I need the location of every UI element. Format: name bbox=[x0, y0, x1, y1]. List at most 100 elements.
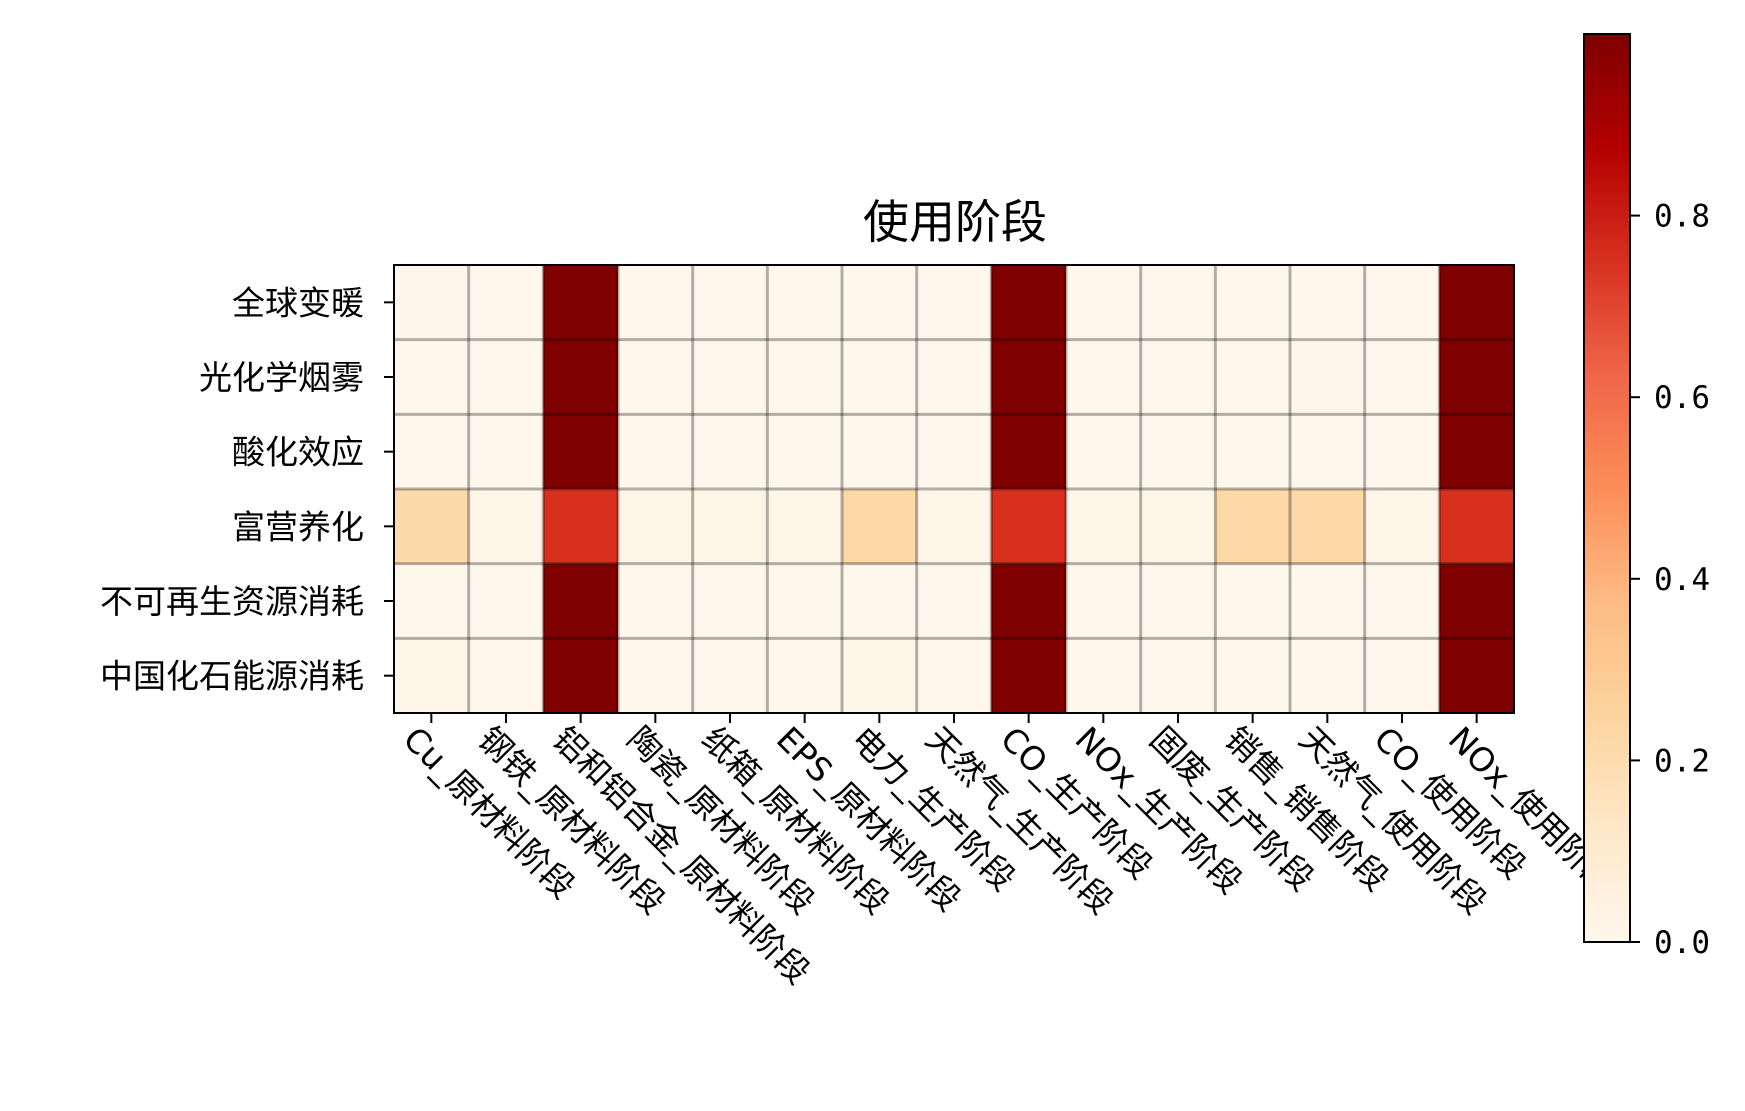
heatmap-cell bbox=[842, 265, 917, 340]
heatmap-cell bbox=[917, 340, 992, 415]
heatmap-cell bbox=[394, 489, 469, 564]
heatmap-cell bbox=[1439, 564, 1514, 639]
heatmap-cell bbox=[1066, 414, 1141, 489]
heatmap-cell bbox=[991, 564, 1066, 639]
heatmap-cell bbox=[394, 638, 469, 713]
heatmap-cell bbox=[618, 638, 693, 713]
heatmap-cell bbox=[1439, 340, 1514, 415]
heatmap-cell bbox=[469, 340, 544, 415]
heatmap-cell bbox=[1215, 638, 1290, 713]
heatmap-cell bbox=[1215, 265, 1290, 340]
heatmap-cell bbox=[1215, 564, 1290, 639]
heatmap-cell bbox=[618, 414, 693, 489]
heatmap-cell bbox=[917, 489, 992, 564]
heatmap-cell bbox=[1290, 638, 1365, 713]
heatmap-cell bbox=[693, 265, 768, 340]
heatmap-cell bbox=[842, 340, 917, 415]
chart-title: 使用阶段 bbox=[863, 195, 1047, 249]
heatmap-cell bbox=[1066, 340, 1141, 415]
heatmap-cell bbox=[767, 564, 842, 639]
heatmap-cell bbox=[991, 265, 1066, 340]
heatmap-cell bbox=[693, 340, 768, 415]
heatmap-cell bbox=[394, 564, 469, 639]
heatmap-cell bbox=[767, 265, 842, 340]
heatmap-cell bbox=[394, 340, 469, 415]
heatmap-cell bbox=[469, 638, 544, 713]
heatmap-cell bbox=[543, 564, 618, 639]
heatmap-cell bbox=[767, 340, 842, 415]
heatmap-cell bbox=[842, 489, 917, 564]
heatmap-cell bbox=[1141, 265, 1216, 340]
y-tick-label: 富营养化 bbox=[232, 507, 364, 546]
heatmap-cell bbox=[1365, 414, 1440, 489]
heatmap-cell bbox=[1066, 489, 1141, 564]
heatmap-cell bbox=[469, 414, 544, 489]
heatmap-cell bbox=[1215, 414, 1290, 489]
heatmap-cell bbox=[693, 638, 768, 713]
heatmap-cell bbox=[917, 414, 992, 489]
heatmap-cell bbox=[1290, 265, 1365, 340]
heatmap-cell bbox=[917, 265, 992, 340]
x-axis-ticks: Cu_原材料阶段钢铁_原材料阶段铝和铝合金_原材料阶段陶瓷_原材料阶段纸箱_原材… bbox=[396, 713, 1624, 992]
heatmap-cell bbox=[1439, 414, 1514, 489]
heatmap-cell bbox=[543, 638, 618, 713]
heatmap-cell bbox=[618, 265, 693, 340]
heatmap-cell bbox=[767, 414, 842, 489]
heatmap-cell bbox=[693, 489, 768, 564]
heatmap-cell bbox=[469, 564, 544, 639]
heatmap-cell bbox=[543, 489, 618, 564]
heatmap-cell bbox=[394, 414, 469, 489]
heatmap-cell bbox=[543, 265, 618, 340]
heatmap-cell bbox=[1439, 265, 1514, 340]
heatmap-cell bbox=[618, 489, 693, 564]
heatmap-cell bbox=[1439, 489, 1514, 564]
heatmap-cell bbox=[991, 340, 1066, 415]
heatmap-cell bbox=[1365, 638, 1440, 713]
heatmap-cell bbox=[842, 564, 917, 639]
heatmap-cell bbox=[1365, 489, 1440, 564]
heatmap-cell bbox=[693, 414, 768, 489]
colorbar bbox=[1584, 34, 1630, 942]
heatmap-cell bbox=[394, 265, 469, 340]
heatmap-cell bbox=[991, 414, 1066, 489]
heatmap-cell bbox=[618, 340, 693, 415]
heatmap-cell bbox=[1215, 489, 1290, 564]
heatmap-cell bbox=[543, 414, 618, 489]
heatmap-cell bbox=[543, 340, 618, 415]
y-tick-label: 全球变暖 bbox=[232, 283, 364, 322]
heatmap-cell bbox=[1066, 638, 1141, 713]
heatmap-cell bbox=[1141, 340, 1216, 415]
heatmap-cell bbox=[842, 414, 917, 489]
heatmap-cell bbox=[1365, 564, 1440, 639]
colorbar-tick-label: 0.8 bbox=[1654, 199, 1710, 235]
heatmap-cell bbox=[1290, 489, 1365, 564]
y-tick-label: 中国化石能源消耗 bbox=[100, 657, 364, 696]
y-tick-label: 酸化效应 bbox=[232, 433, 364, 472]
heatmap-cell bbox=[1290, 340, 1365, 415]
heatmap-cell bbox=[1290, 564, 1365, 639]
y-tick-label: 光化学烟雾 bbox=[199, 358, 364, 397]
heatmap-cell bbox=[469, 265, 544, 340]
heatmap-cell bbox=[917, 638, 992, 713]
heatmap-cell bbox=[767, 489, 842, 564]
colorbar-ticks: 0.0 0.2 0.4 0.6 0.8 bbox=[1630, 199, 1710, 961]
colorbar-tick-label: 0.6 bbox=[1654, 380, 1710, 416]
heatmap-cell bbox=[991, 489, 1066, 564]
heatmap-cell bbox=[1141, 564, 1216, 639]
y-tick-label: 不可再生资源消耗 bbox=[100, 582, 364, 621]
heatmap-cell bbox=[1141, 414, 1216, 489]
colorbar-tick-label: 0.4 bbox=[1654, 562, 1710, 598]
heatmap-cell bbox=[991, 638, 1066, 713]
heatmap-cell bbox=[1141, 489, 1216, 564]
colorbar-tick-label: 0.2 bbox=[1654, 743, 1710, 779]
heatmap-cell bbox=[842, 638, 917, 713]
heatmap-cell bbox=[1365, 340, 1440, 415]
heatmap-cell bbox=[618, 564, 693, 639]
heatmap-cell bbox=[1066, 564, 1141, 639]
heatmap-cell bbox=[1439, 638, 1514, 713]
colorbar-tick-label: 0.0 bbox=[1654, 925, 1710, 961]
heatmap-cell bbox=[693, 564, 768, 639]
